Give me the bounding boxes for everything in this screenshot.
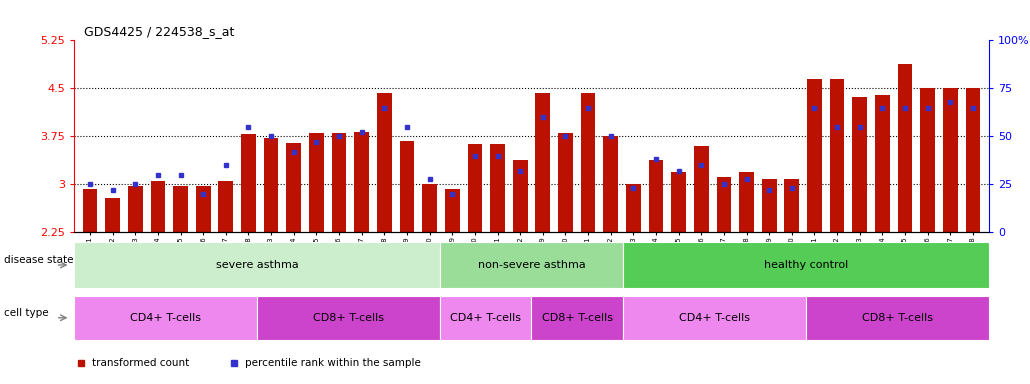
Bar [241, 134, 255, 232]
Bar [581, 93, 595, 232]
Text: GDS4425 / 224538_s_at: GDS4425 / 224538_s_at [84, 25, 235, 38]
Bar [440, 296, 531, 340]
Bar [942, 88, 958, 232]
Bar [354, 132, 369, 232]
Bar [626, 184, 641, 232]
Bar [853, 97, 867, 232]
Bar [150, 181, 165, 232]
Text: non-severe asthma: non-severe asthma [478, 260, 585, 270]
Bar [377, 93, 391, 232]
Bar [264, 137, 278, 232]
Bar [830, 79, 845, 232]
Text: severe asthma: severe asthma [215, 260, 299, 270]
Bar [649, 160, 663, 232]
Bar [74, 296, 258, 340]
Bar [623, 296, 805, 340]
Text: disease state: disease state [4, 255, 73, 265]
Bar [468, 144, 482, 232]
Bar [672, 172, 686, 232]
Bar [513, 160, 527, 232]
Bar [740, 172, 754, 232]
Bar [173, 186, 187, 232]
Bar [332, 133, 346, 232]
Bar [445, 189, 459, 232]
Bar [286, 143, 301, 232]
Bar [82, 189, 98, 232]
Bar [808, 79, 822, 232]
Bar [694, 146, 709, 232]
Text: CD8+ T-cells: CD8+ T-cells [542, 313, 613, 323]
Bar [785, 179, 799, 232]
Bar [898, 64, 913, 232]
Bar [717, 177, 731, 232]
Bar [128, 186, 142, 232]
Bar [531, 296, 623, 340]
Bar [440, 242, 623, 288]
Text: cell type: cell type [4, 308, 48, 318]
Text: CD8+ T-cells: CD8+ T-cells [862, 313, 933, 323]
Bar [196, 186, 210, 232]
Text: CD4+ T-cells: CD4+ T-cells [450, 313, 521, 323]
Text: percentile rank within the sample: percentile rank within the sample [245, 358, 421, 368]
Bar [105, 199, 121, 232]
Bar [309, 133, 323, 232]
Bar [604, 136, 618, 232]
Bar [876, 95, 890, 232]
Bar [762, 179, 777, 232]
Bar [558, 133, 573, 232]
Bar [921, 88, 935, 232]
Bar [400, 141, 414, 232]
Text: CD8+ T-cells: CD8+ T-cells [313, 313, 384, 323]
Bar [74, 242, 440, 288]
Text: healthy control: healthy control [764, 260, 848, 270]
Text: CD4+ T-cells: CD4+ T-cells [130, 313, 201, 323]
Bar [965, 88, 981, 232]
Bar [536, 93, 550, 232]
Bar [218, 181, 233, 232]
Text: CD4+ T-cells: CD4+ T-cells [679, 313, 750, 323]
Bar [805, 296, 989, 340]
Bar [490, 144, 505, 232]
Text: transformed count: transformed count [93, 358, 190, 368]
Bar [623, 242, 989, 288]
Bar [258, 296, 440, 340]
Bar [422, 184, 437, 232]
